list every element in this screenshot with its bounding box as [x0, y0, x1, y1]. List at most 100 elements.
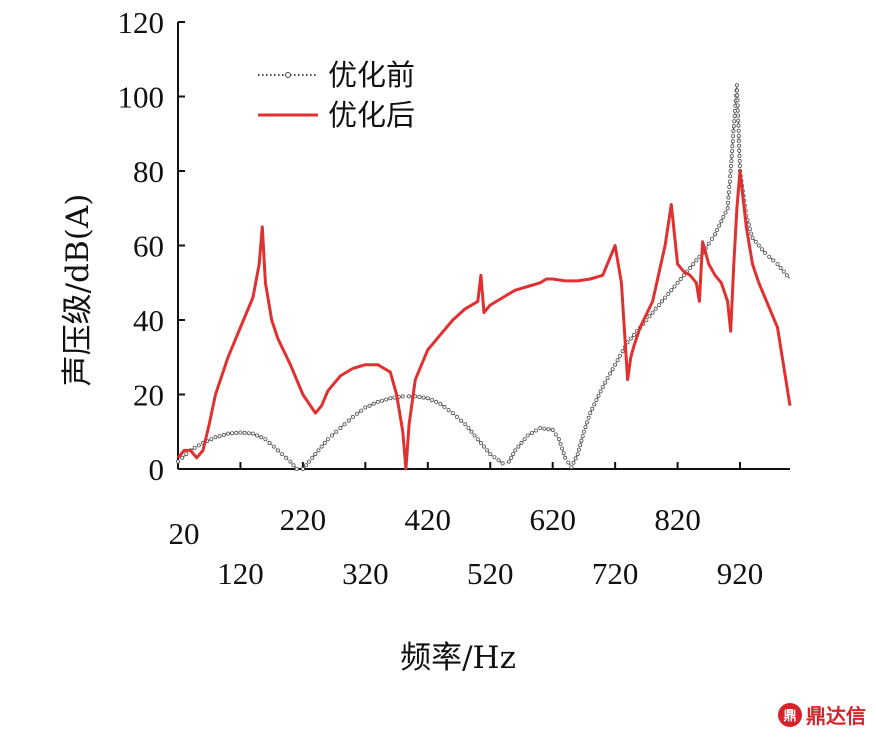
data-point: [246, 431, 251, 436]
data-point: [354, 411, 359, 416]
data-point: [509, 455, 514, 460]
data-point: [725, 206, 730, 211]
data-point: [775, 262, 780, 267]
data-point: [594, 398, 599, 403]
data-point: [184, 452, 189, 457]
data-point: [225, 431, 230, 436]
data-point: [613, 362, 618, 367]
data-point: [434, 399, 439, 404]
data-point: [400, 394, 405, 399]
data-point: [734, 83, 739, 88]
data-point: [238, 430, 243, 435]
x-tick-label: 620: [529, 502, 576, 537]
data-point: [213, 435, 218, 440]
data-point: [573, 456, 578, 461]
data-point: [735, 98, 740, 103]
data-point: [384, 397, 389, 402]
data-point: [566, 460, 571, 465]
data-point: [737, 153, 742, 158]
data-point: [546, 427, 551, 432]
data-point: [175, 459, 180, 464]
data-point: [291, 463, 296, 468]
data-point: [666, 291, 671, 296]
data-point: [303, 463, 308, 468]
data-point: [450, 411, 455, 416]
x-tick-label: 320: [342, 556, 389, 591]
data-point: [748, 227, 753, 232]
data-point: [446, 407, 451, 412]
data-point: [454, 414, 459, 419]
data-point: [263, 437, 268, 442]
data-point: [294, 466, 299, 471]
data-point: [519, 440, 524, 445]
data-point: [732, 114, 737, 119]
data-point: [475, 437, 480, 442]
legend-label: 优化后: [328, 98, 415, 132]
data-point: [663, 295, 668, 300]
data-point: [576, 447, 581, 452]
data-point: [592, 402, 597, 407]
data-point: [578, 443, 583, 448]
data-point: [729, 163, 734, 168]
y-tick-label: 120: [118, 5, 165, 40]
data-point: [631, 332, 636, 337]
data-point: [275, 448, 280, 453]
data-point: [516, 444, 521, 449]
series-line-original: [177, 85, 791, 470]
data-point: [735, 108, 740, 113]
data-point: [737, 148, 742, 153]
data-point: [736, 123, 741, 128]
data-point: [579, 438, 584, 443]
data-point: [681, 273, 686, 278]
data-point: [750, 235, 755, 240]
data-point: [729, 159, 734, 164]
data-point: [721, 214, 726, 219]
data-point: [511, 452, 516, 457]
data-point: [529, 430, 534, 435]
data-point: [585, 420, 590, 425]
data-point: [280, 452, 285, 457]
data-point: [603, 380, 608, 385]
data-point: [342, 422, 347, 427]
data-point: [350, 414, 355, 419]
data-point: [363, 405, 368, 410]
data-point: [346, 418, 351, 423]
data-point: [736, 118, 741, 123]
data-point: [230, 431, 235, 436]
data-point: [575, 452, 580, 457]
data-point: [421, 395, 426, 400]
data-point: [767, 254, 772, 259]
data-point: [288, 459, 293, 464]
data-point: [598, 389, 603, 394]
data-point: [656, 303, 661, 308]
y-tick-label: 0: [149, 452, 165, 487]
y-tick-label: 40: [133, 303, 164, 338]
data-point: [672, 284, 677, 289]
data-point: [542, 426, 547, 431]
data-point: [466, 425, 471, 430]
x-tick-label: 220: [280, 502, 327, 537]
data-point: [727, 184, 732, 189]
data-point: [417, 394, 422, 399]
data-point: [180, 455, 185, 460]
data-point: [736, 138, 741, 143]
data-point: [735, 93, 740, 98]
data-point: [771, 258, 776, 263]
data-point: [469, 429, 474, 434]
data-point: [375, 399, 380, 404]
data-point: [553, 432, 558, 437]
data-point: [737, 143, 742, 148]
data-point: [669, 288, 674, 293]
data-point: [525, 433, 530, 438]
data-point: [628, 336, 633, 341]
data-point: [329, 433, 334, 438]
data-point: [334, 429, 339, 434]
data-point: [731, 134, 736, 139]
data-point: [590, 406, 595, 411]
data-point: [558, 441, 563, 446]
data-point: [485, 448, 490, 453]
watermark-logo-icon: 鼎: [778, 702, 802, 727]
series-line-optimized: [176, 169, 792, 471]
